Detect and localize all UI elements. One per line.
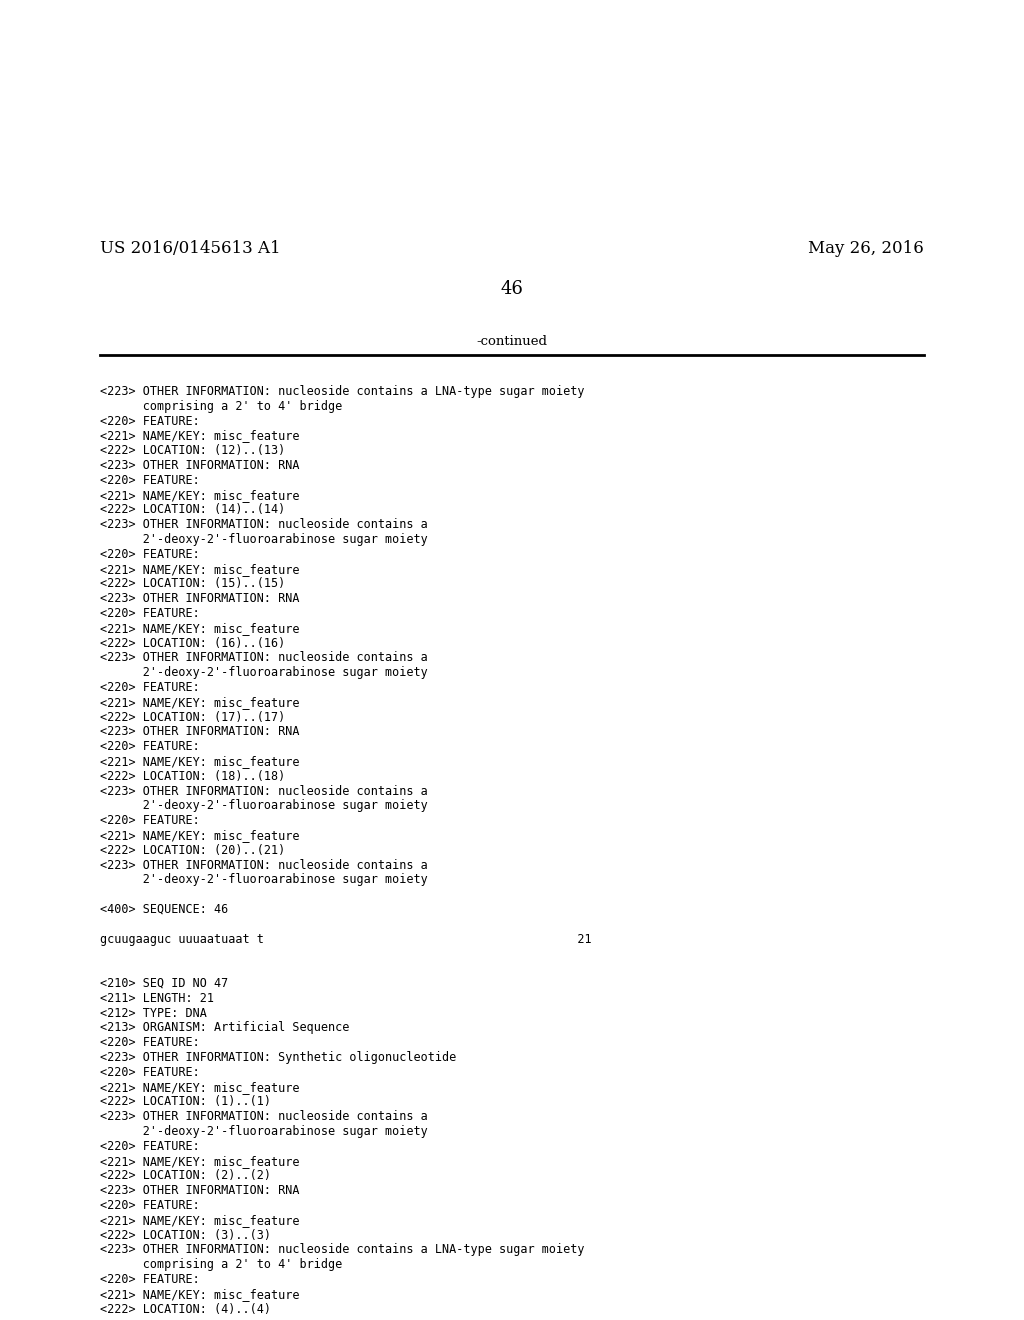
Text: 2'-deoxy-2'-fluoroarabinose sugar moiety: 2'-deoxy-2'-fluoroarabinose sugar moiety — [100, 874, 428, 887]
Text: <220> FEATURE:: <220> FEATURE: — [100, 681, 200, 694]
Text: <221> NAME/KEY: misc_feature: <221> NAME/KEY: misc_feature — [100, 1155, 299, 1168]
Text: <222> LOCATION: (15)..(15): <222> LOCATION: (15)..(15) — [100, 577, 286, 590]
Text: <222> LOCATION: (18)..(18): <222> LOCATION: (18)..(18) — [100, 770, 286, 783]
Text: <223> OTHER INFORMATION: nucleoside contains a: <223> OTHER INFORMATION: nucleoside cont… — [100, 651, 428, 664]
Text: 46: 46 — [501, 280, 523, 298]
Text: <220> FEATURE:: <220> FEATURE: — [100, 607, 200, 620]
Text: gcuugaaguc uuuaatuaat t                                            21: gcuugaaguc uuuaatuaat t 21 — [100, 933, 592, 945]
Text: <221> NAME/KEY: misc_feature: <221> NAME/KEY: misc_feature — [100, 429, 299, 442]
Text: comprising a 2' to 4' bridge: comprising a 2' to 4' bridge — [100, 400, 342, 413]
Text: <213> ORGANISM: Artificial Sequence: <213> ORGANISM: Artificial Sequence — [100, 1022, 349, 1035]
Text: <220> FEATURE:: <220> FEATURE: — [100, 474, 200, 487]
Text: <221> NAME/KEY: misc_feature: <221> NAME/KEY: misc_feature — [100, 1081, 299, 1093]
Text: May 26, 2016: May 26, 2016 — [808, 240, 924, 257]
Text: 2'-deoxy-2'-fluoroarabinose sugar moiety: 2'-deoxy-2'-fluoroarabinose sugar moiety — [100, 1125, 428, 1138]
Text: <221> NAME/KEY: misc_feature: <221> NAME/KEY: misc_feature — [100, 1214, 299, 1226]
Text: <220> FEATURE:: <220> FEATURE: — [100, 1199, 200, 1212]
Text: <223> OTHER INFORMATION: nucleoside contains a: <223> OTHER INFORMATION: nucleoside cont… — [100, 1110, 428, 1123]
Text: <222> LOCATION: (16)..(16): <222> LOCATION: (16)..(16) — [100, 636, 286, 649]
Text: <212> TYPE: DNA: <212> TYPE: DNA — [100, 1007, 207, 1019]
Text: <210> SEQ ID NO 47: <210> SEQ ID NO 47 — [100, 977, 228, 990]
Text: <220> FEATURE:: <220> FEATURE: — [100, 548, 200, 561]
Text: <221> NAME/KEY: misc_feature: <221> NAME/KEY: misc_feature — [100, 696, 299, 709]
Text: <211> LENGTH: 21: <211> LENGTH: 21 — [100, 991, 214, 1005]
Text: <220> FEATURE:: <220> FEATURE: — [100, 414, 200, 428]
Text: <223> OTHER INFORMATION: RNA: <223> OTHER INFORMATION: RNA — [100, 459, 299, 473]
Text: <223> OTHER INFORMATION: nucleoside contains a LNA-type sugar moiety: <223> OTHER INFORMATION: nucleoside cont… — [100, 385, 585, 399]
Text: <220> FEATURE:: <220> FEATURE: — [100, 1036, 200, 1049]
Text: <222> LOCATION: (4)..(4): <222> LOCATION: (4)..(4) — [100, 1303, 271, 1316]
Text: <220> FEATURE:: <220> FEATURE: — [100, 814, 200, 828]
Text: 2'-deoxy-2'-fluoroarabinose sugar moiety: 2'-deoxy-2'-fluoroarabinose sugar moiety — [100, 800, 428, 812]
Text: <221> NAME/KEY: misc_feature: <221> NAME/KEY: misc_feature — [100, 829, 299, 842]
Text: 2'-deoxy-2'-fluoroarabinose sugar moiety: 2'-deoxy-2'-fluoroarabinose sugar moiety — [100, 533, 428, 546]
Text: <222> LOCATION: (17)..(17): <222> LOCATION: (17)..(17) — [100, 710, 286, 723]
Text: <223> OTHER INFORMATION: nucleoside contains a LNA-type sugar moiety: <223> OTHER INFORMATION: nucleoside cont… — [100, 1243, 585, 1257]
Text: <222> LOCATION: (3)..(3): <222> LOCATION: (3)..(3) — [100, 1229, 271, 1242]
Text: US 2016/0145613 A1: US 2016/0145613 A1 — [100, 240, 281, 257]
Text: <222> LOCATION: (2)..(2): <222> LOCATION: (2)..(2) — [100, 1170, 271, 1183]
Text: <223> OTHER INFORMATION: nucleoside contains a: <223> OTHER INFORMATION: nucleoside cont… — [100, 519, 428, 531]
Text: <222> LOCATION: (20)..(21): <222> LOCATION: (20)..(21) — [100, 843, 286, 857]
Text: -continued: -continued — [476, 335, 548, 348]
Text: <221> NAME/KEY: misc_feature: <221> NAME/KEY: misc_feature — [100, 622, 299, 635]
Text: <221> NAME/KEY: misc_feature: <221> NAME/KEY: misc_feature — [100, 1288, 299, 1300]
Text: <223> OTHER INFORMATION: nucleoside contains a: <223> OTHER INFORMATION: nucleoside cont… — [100, 858, 428, 871]
Text: <220> FEATURE:: <220> FEATURE: — [100, 1065, 200, 1078]
Text: <221> NAME/KEY: misc_feature: <221> NAME/KEY: misc_feature — [100, 755, 299, 768]
Text: <221> NAME/KEY: misc_feature: <221> NAME/KEY: misc_feature — [100, 562, 299, 576]
Text: <223> OTHER INFORMATION: RNA: <223> OTHER INFORMATION: RNA — [100, 1184, 299, 1197]
Text: <400> SEQUENCE: 46: <400> SEQUENCE: 46 — [100, 903, 228, 916]
Text: comprising a 2' to 4' bridge: comprising a 2' to 4' bridge — [100, 1258, 342, 1271]
Text: <222> LOCATION: (12)..(13): <222> LOCATION: (12)..(13) — [100, 445, 286, 457]
Text: <221> NAME/KEY: misc_feature: <221> NAME/KEY: misc_feature — [100, 488, 299, 502]
Text: <220> FEATURE:: <220> FEATURE: — [100, 1139, 200, 1152]
Text: <220> FEATURE:: <220> FEATURE: — [100, 1272, 200, 1286]
Text: <223> OTHER INFORMATION: nucleoside contains a: <223> OTHER INFORMATION: nucleoside cont… — [100, 784, 428, 797]
Text: <223> OTHER INFORMATION: RNA: <223> OTHER INFORMATION: RNA — [100, 726, 299, 738]
Text: <222> LOCATION: (14)..(14): <222> LOCATION: (14)..(14) — [100, 503, 286, 516]
Text: 2'-deoxy-2'-fluoroarabinose sugar moiety: 2'-deoxy-2'-fluoroarabinose sugar moiety — [100, 667, 428, 680]
Text: <223> OTHER INFORMATION: Synthetic oligonucleotide: <223> OTHER INFORMATION: Synthetic oligo… — [100, 1051, 457, 1064]
Text: <222> LOCATION: (1)..(1): <222> LOCATION: (1)..(1) — [100, 1096, 271, 1109]
Text: <223> OTHER INFORMATION: RNA: <223> OTHER INFORMATION: RNA — [100, 593, 299, 605]
Text: <220> FEATURE:: <220> FEATURE: — [100, 741, 200, 754]
